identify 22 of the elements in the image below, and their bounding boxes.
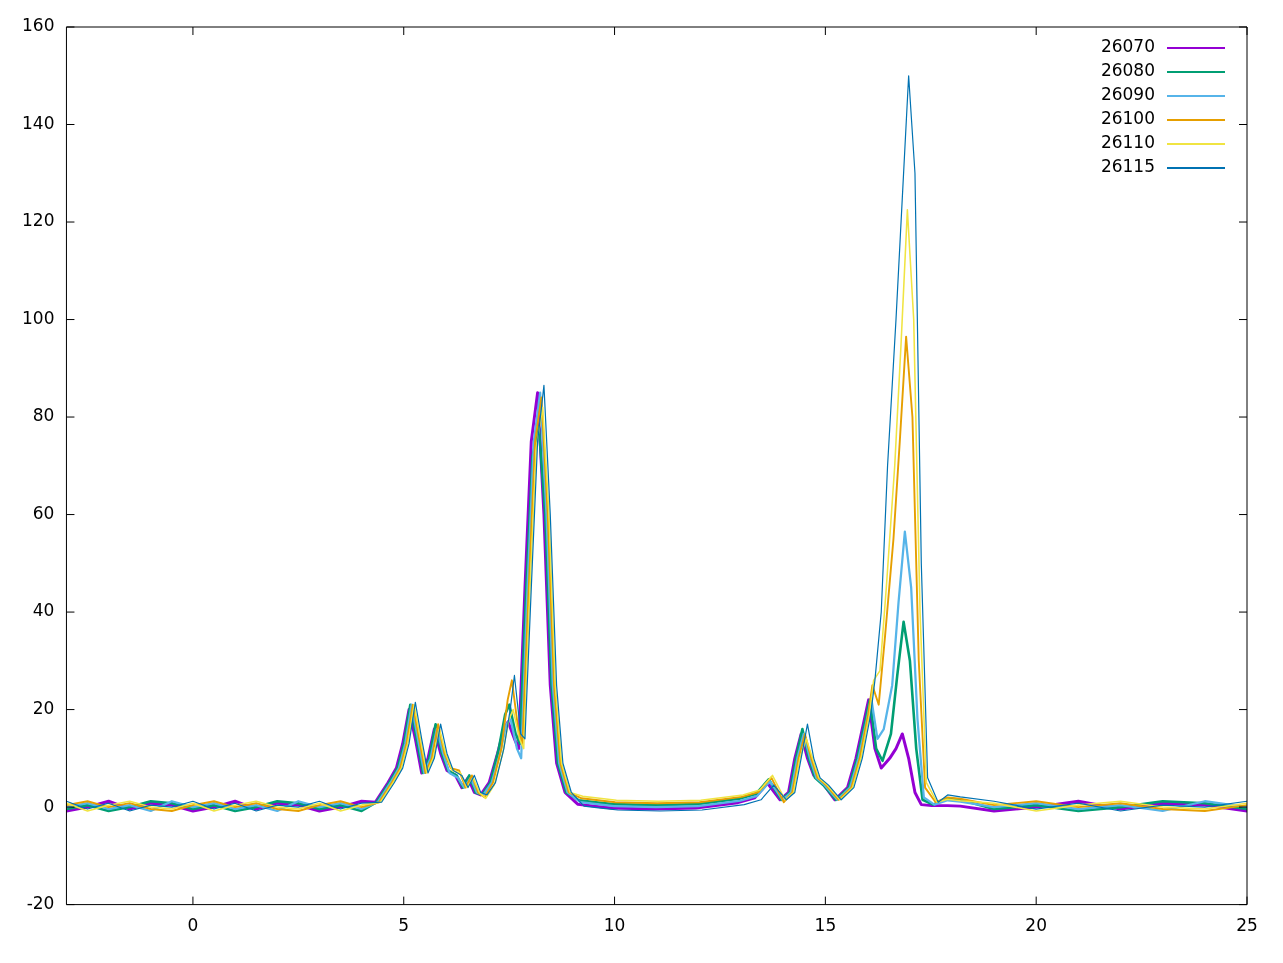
legend-label: 26070 — [1100, 36, 1155, 57]
legend-label: 26080 — [1100, 60, 1155, 81]
y-tick-label: 0 — [43, 795, 55, 816]
y-tick-label: 120 — [21, 210, 55, 231]
x-tick-label: 25 — [1236, 915, 1258, 936]
x-tick-label: 5 — [398, 915, 410, 936]
y-tick-label: 80 — [32, 405, 55, 426]
y-tick-label: 140 — [21, 112, 55, 133]
legend-label: 26115 — [1100, 156, 1155, 177]
y-tick-label: 60 — [32, 502, 55, 523]
x-tick-label: 15 — [814, 915, 837, 936]
y-tick-label: 100 — [21, 307, 55, 328]
x-tick-label: 10 — [603, 915, 626, 936]
x-tick-label: 0 — [187, 915, 199, 936]
legend-label: 26100 — [1100, 108, 1155, 129]
y-tick-label: -20 — [26, 893, 55, 914]
y-tick-label: 40 — [32, 600, 55, 621]
y-tick-label: 160 — [21, 15, 55, 36]
x-tick-label: 20 — [1025, 915, 1048, 936]
legend-label: 26090 — [1100, 84, 1155, 105]
legend-label: 26110 — [1100, 132, 1155, 153]
y-tick-label: 20 — [32, 698, 55, 718]
